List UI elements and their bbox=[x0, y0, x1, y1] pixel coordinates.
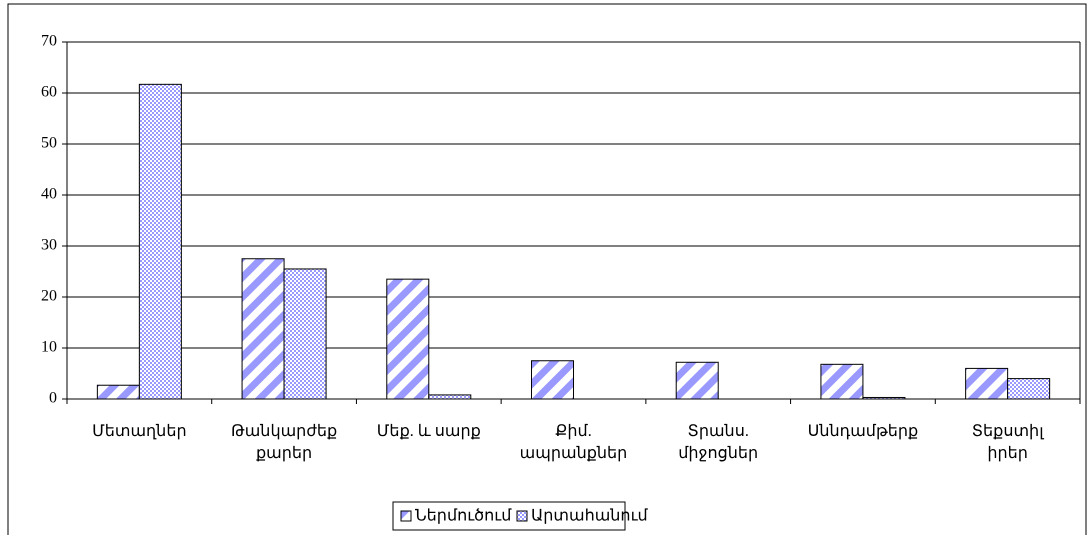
bar bbox=[820, 363, 864, 400]
bar bbox=[241, 258, 285, 400]
bar bbox=[1007, 378, 1051, 400]
legend-swatch bbox=[400, 510, 412, 522]
x-tick-label: Մեք. և սարք bbox=[376, 423, 481, 440]
y-tick-label: 70 bbox=[41, 33, 57, 50]
x-tick-label: Սննդամթերք bbox=[807, 423, 919, 440]
x-tick-label: Տրանս. միջոցներ bbox=[678, 423, 759, 462]
y-tick-label: 40 bbox=[41, 186, 57, 203]
x-tick-label: Թանկարժեք քարեր bbox=[230, 423, 338, 462]
bar bbox=[428, 394, 472, 400]
legend-box bbox=[392, 501, 626, 531]
legend-label: Արտահանում bbox=[531, 508, 649, 525]
y-tick-label: 60 bbox=[41, 84, 57, 101]
y-tick-label: 30 bbox=[41, 237, 57, 254]
bar bbox=[283, 268, 327, 400]
bar bbox=[386, 278, 430, 400]
y-tick-label: 50 bbox=[41, 135, 57, 152]
y-tick-label: 20 bbox=[41, 288, 57, 305]
bar bbox=[96, 384, 140, 400]
x-tick-label: Քիմ. ապրանքներ bbox=[519, 423, 628, 462]
bar bbox=[675, 361, 719, 400]
bar bbox=[965, 367, 1009, 400]
y-tick-label: 10 bbox=[41, 339, 57, 356]
y-tick-label: 0 bbox=[49, 390, 57, 407]
chart-border bbox=[7, 3, 1087, 535]
bar bbox=[138, 83, 182, 400]
x-tick-label: Տեքստիլ իրեր bbox=[971, 423, 1044, 462]
x-tick-label: Մետաղներ bbox=[92, 423, 187, 440]
legend-label: Ներմուծում bbox=[415, 508, 512, 525]
bar bbox=[531, 360, 574, 400]
bar bbox=[862, 396, 906, 400]
legend-swatch bbox=[516, 510, 528, 522]
